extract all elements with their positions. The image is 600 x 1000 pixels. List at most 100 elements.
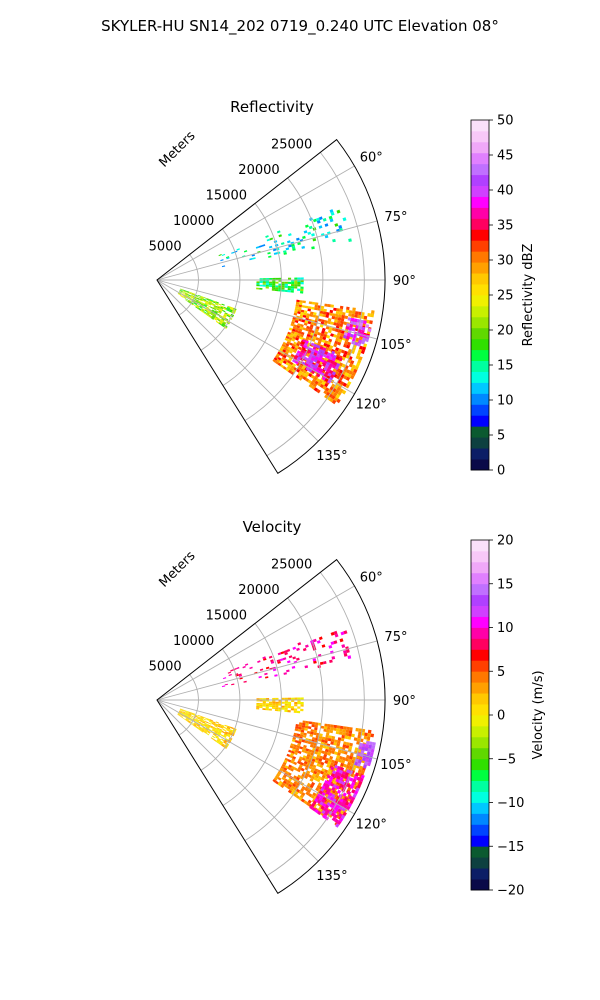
echo-cell	[178, 711, 182, 714]
echo-cell	[252, 257, 256, 260]
colorbar-segment	[471, 382, 489, 394]
echo-cell	[268, 285, 273, 287]
echo-cell	[299, 756, 303, 760]
echo-cell	[347, 736, 352, 740]
echo-cell	[339, 388, 344, 393]
echo-cell	[298, 796, 303, 801]
echo-cell	[288, 783, 293, 788]
angular-gridline	[156, 699, 378, 760]
radial-gridline	[266, 152, 365, 457]
echo-cell	[178, 291, 182, 294]
echo-cell	[318, 379, 323, 384]
echo-cell	[290, 323, 295, 327]
echo-cell	[198, 727, 202, 731]
echo-cell	[308, 225, 313, 230]
echo-cell	[327, 318, 332, 322]
radial-tick-label: 25000	[271, 137, 312, 152]
echo-cell	[339, 769, 343, 774]
radial-gridline	[222, 203, 282, 386]
echo-cell	[197, 716, 201, 719]
echo-cell	[291, 665, 296, 669]
echo-cell	[315, 746, 320, 750]
echo-cell	[309, 733, 314, 737]
echo-cell	[219, 307, 224, 310]
echo-cell	[205, 301, 209, 304]
echo-cell	[204, 729, 208, 733]
echo-cell	[312, 354, 317, 359]
echo-cell	[203, 297, 207, 299]
echo-cell	[354, 311, 359, 315]
echo-cell	[269, 281, 273, 284]
echo-cell	[259, 703, 263, 705]
echo-cell	[323, 726, 328, 730]
colorbar-tick-label: 15	[497, 359, 514, 374]
radial-tick-label: 25000	[271, 557, 312, 572]
echo-cell	[288, 363, 293, 368]
echo-cell	[324, 364, 329, 369]
echo-cell	[287, 285, 291, 289]
echo-cell	[295, 747, 300, 751]
echo-cell	[329, 775, 334, 780]
colorbar-segment	[471, 240, 489, 252]
echo-cell	[323, 807, 328, 812]
echo-cell	[311, 758, 316, 762]
echo-cell	[280, 765, 285, 770]
echo-cell	[205, 728, 209, 732]
echo-cell	[203, 305, 207, 308]
echo-cell	[288, 749, 292, 753]
echo-cell	[284, 765, 289, 769]
echo-cell	[292, 737, 297, 740]
echo-cell	[356, 741, 360, 745]
echo-cell	[313, 365, 318, 370]
echo-cell	[290, 752, 294, 757]
echo-cell	[222, 316, 226, 320]
echo-cell	[334, 389, 340, 394]
echo-cell	[262, 708, 266, 711]
echo-cell	[200, 716, 205, 718]
echo-cell	[337, 752, 341, 756]
echo-cell	[294, 281, 298, 285]
echo-cell	[191, 293, 195, 296]
echo-cell	[349, 727, 353, 731]
echo-cell	[322, 756, 327, 761]
echo-cell	[256, 281, 260, 283]
colorbar-segment	[471, 426, 489, 438]
echo-cell	[334, 739, 338, 743]
echo-cell	[333, 322, 337, 326]
echo-cell	[197, 715, 202, 717]
echo-cell	[202, 727, 206, 730]
echo-cell	[288, 277, 292, 280]
reflectivity-colorbar-label: Reflectivity dBZ	[521, 244, 536, 347]
echo-cell	[206, 725, 210, 728]
echo-cell	[357, 734, 362, 739]
echo-cell	[188, 292, 192, 294]
echo-cell	[211, 729, 216, 732]
echo-cell	[215, 730, 219, 733]
echo-cell	[265, 703, 269, 706]
echo-cell	[278, 780, 283, 785]
echo-cell	[346, 769, 351, 774]
echo-cell	[297, 323, 301, 327]
echo-cell	[284, 705, 288, 708]
echo-cell	[269, 278, 273, 280]
echo-cell	[333, 774, 338, 779]
echo-cell	[306, 325, 310, 330]
echo-cell	[300, 708, 304, 712]
echo-cell	[188, 712, 192, 715]
echo-cell	[329, 209, 334, 213]
radial-gridline	[178, 674, 199, 736]
echo-cell	[324, 804, 330, 809]
echo-cell	[347, 341, 352, 346]
echo-cell	[200, 730, 204, 733]
echo-cell	[272, 359, 277, 363]
echo-cell	[180, 714, 184, 717]
echo-cell	[275, 697, 279, 700]
echo-cell	[339, 323, 344, 328]
echo-cell	[294, 701, 298, 705]
echo-cell	[334, 633, 339, 638]
echo-cell	[185, 711, 189, 714]
echo-cell	[312, 383, 318, 388]
echo-cell	[327, 738, 332, 742]
echo-cell	[182, 711, 186, 714]
echo-cell	[199, 720, 203, 723]
